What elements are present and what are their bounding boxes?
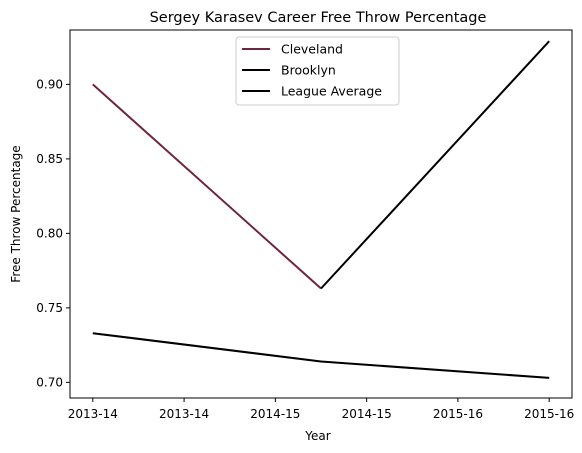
x-axis-title: Year (304, 429, 330, 443)
plot-frame (69, 29, 573, 399)
plot-lines (92, 40, 550, 379)
y-tick-label: 0.90 (36, 77, 63, 91)
y-tick-label: 0.70 (36, 375, 63, 389)
x-tick-label: 2015-16 (433, 407, 483, 421)
y-tick-label: 0.80 (36, 226, 63, 240)
x-tick-label: 2014-15 (250, 407, 300, 421)
series-line-league-average (92, 332, 550, 379)
legend-label: League Average (281, 84, 382, 99)
x-tick-label: 2015-16 (524, 407, 574, 421)
x-tick-label: 2013-14 (159, 407, 209, 421)
chart-title: Sergey Karasev Career Free Throw Percent… (150, 10, 487, 26)
x-tick-label: 2014-15 (342, 407, 392, 421)
y-axis: 0.70 0.75 0.80 0.85 0.90 (36, 77, 70, 389)
x-tick-label: 2013-14 (68, 407, 118, 421)
series-line-cleveland (92, 83, 322, 290)
series-line-brooklyn (320, 40, 550, 290)
y-axis-title: Free Throw Percentage (9, 145, 23, 282)
legend-box (235, 36, 400, 106)
x-axis: 2013-14 2013-14 2014-15 2014-15 2015-16 2015-… (68, 398, 574, 421)
legend-label: Cleveland (281, 42, 343, 57)
y-tick-label: 0.85 (36, 152, 63, 166)
legend: Cleveland Brooklyn League Average (235, 36, 400, 106)
legend-label: Brooklyn (281, 63, 336, 78)
y-tick-label: 0.75 (36, 301, 63, 315)
